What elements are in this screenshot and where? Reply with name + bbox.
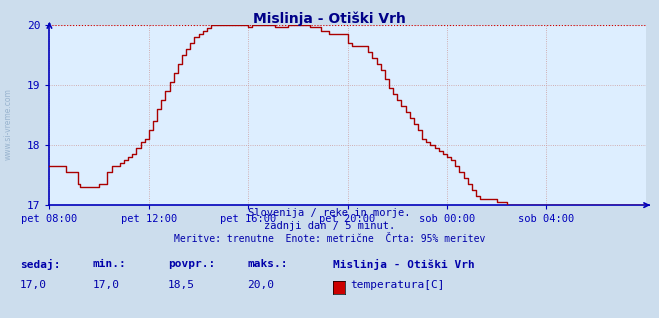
Text: maks.:: maks.: [247, 259, 287, 269]
Text: min.:: min.: [92, 259, 126, 269]
Text: Slovenija / reke in morje.: Slovenija / reke in morje. [248, 208, 411, 218]
Text: sedaj:: sedaj: [20, 259, 60, 270]
Text: zadnji dan / 5 minut.: zadnji dan / 5 minut. [264, 221, 395, 231]
Text: 20,0: 20,0 [247, 280, 274, 290]
Text: Mislinja - Otiški Vrh: Mislinja - Otiški Vrh [333, 259, 474, 270]
Text: 17,0: 17,0 [20, 280, 47, 290]
Text: Meritve: trenutne  Enote: metrične  Črta: 95% meritev: Meritve: trenutne Enote: metrične Črta: … [174, 234, 485, 244]
Text: Mislinja - Otiški Vrh: Mislinja - Otiški Vrh [253, 11, 406, 26]
Text: 17,0: 17,0 [92, 280, 119, 290]
Text: temperatura[C]: temperatura[C] [351, 280, 445, 290]
Text: povpr.:: povpr.: [168, 259, 215, 269]
Text: 18,5: 18,5 [168, 280, 195, 290]
Text: www.si-vreme.com: www.si-vreme.com [3, 88, 13, 160]
